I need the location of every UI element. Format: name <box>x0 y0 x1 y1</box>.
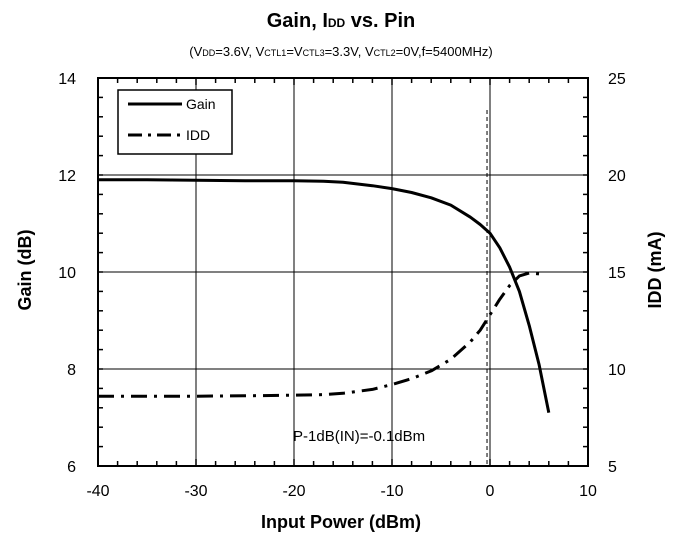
x-tick-label: -40 <box>86 483 109 500</box>
y-right-tick-label: 15 <box>608 265 626 282</box>
y-right-axis-label: IDD (mA) <box>645 232 665 309</box>
series-line-gain <box>98 178 551 413</box>
y-right-tick-labels: 25 20 15 10 5 <box>608 71 626 476</box>
plot-frame <box>97 77 589 467</box>
y-left-tick-labels: 14 12 10 8 6 <box>58 71 76 476</box>
y-right-tick-label: 5 <box>608 459 617 476</box>
p1db-annotation: P-1dB(IN)=-0.1dBm <box>293 428 425 445</box>
y-right-tick-label: 20 <box>608 168 626 185</box>
y-left-axis-label: Gain (dB) <box>15 230 35 311</box>
x-tick-label: 0 <box>486 483 495 500</box>
legend: Gain IDD <box>117 89 233 155</box>
legend-box <box>117 89 233 155</box>
x-tick-labels: -40 -30 -20 -10 0 10 <box>86 483 597 500</box>
grid <box>98 78 588 466</box>
x-tick-label: 10 <box>579 483 597 500</box>
x-axis-label: Input Power (dBm) <box>261 512 421 532</box>
series-line-idd <box>98 271 540 398</box>
y-left-tick-label: 12 <box>58 168 76 185</box>
y-left-tick-label: 6 <box>67 459 76 476</box>
annotation-layer: P-1dB(IN)=-0.1dBm <box>293 110 488 466</box>
series-layer <box>98 178 551 413</box>
x-tick-label: -10 <box>380 483 403 500</box>
x-tick-label: -20 <box>282 483 305 500</box>
y-right-tick-label: 25 <box>608 71 626 88</box>
y-left-tick-label: 14 <box>58 71 76 88</box>
legend-label-gain: Gain <box>186 96 216 112</box>
y-left-tick-label: 8 <box>67 362 76 379</box>
chart-subtitle: (VDD=3.6V, VCTL1=VCTL3=3.3V, VCTL2=0V,f=… <box>189 44 493 59</box>
chart-title: Gain, IDD vs. Pin <box>267 10 416 32</box>
legend-label-idd: IDD <box>186 127 210 143</box>
x-tick-label: -30 <box>184 483 207 500</box>
y-left-tick-label: 10 <box>58 265 76 282</box>
y-right-tick-label: 10 <box>608 362 626 379</box>
